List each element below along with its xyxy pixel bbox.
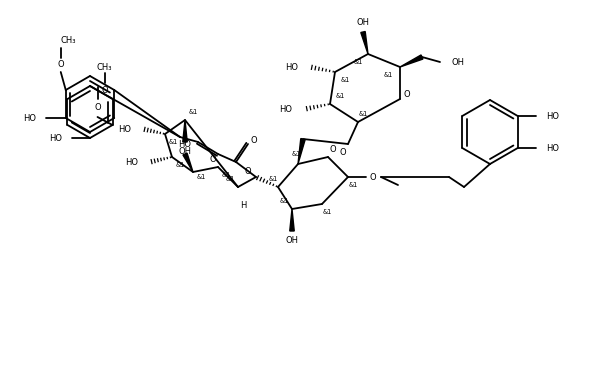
Text: &1: &1 xyxy=(268,176,278,182)
Text: &1: &1 xyxy=(168,139,178,145)
Text: O: O xyxy=(370,173,376,182)
Text: O: O xyxy=(101,86,108,94)
Text: OH: OH xyxy=(356,17,369,26)
Text: &1: &1 xyxy=(353,59,363,65)
Text: HO: HO xyxy=(23,113,36,122)
Text: HO: HO xyxy=(546,112,559,121)
Text: &1: &1 xyxy=(221,172,231,178)
Text: &1: &1 xyxy=(291,151,301,157)
Text: O: O xyxy=(209,154,217,164)
Text: &1: &1 xyxy=(196,174,206,180)
Text: &1: &1 xyxy=(225,176,235,182)
Text: CH₃: CH₃ xyxy=(97,62,112,71)
Text: &1: &1 xyxy=(335,93,345,99)
Text: &1: &1 xyxy=(348,182,358,188)
Text: CH₃: CH₃ xyxy=(60,35,76,45)
Text: HO: HO xyxy=(179,140,192,148)
Text: &1: &1 xyxy=(188,109,198,115)
Text: HO: HO xyxy=(285,62,298,71)
Text: O: O xyxy=(94,103,101,112)
Polygon shape xyxy=(183,120,187,142)
Text: O: O xyxy=(245,167,251,176)
Text: &1: &1 xyxy=(280,198,289,204)
Text: HO: HO xyxy=(125,157,138,167)
Text: H: H xyxy=(240,201,246,209)
Text: O: O xyxy=(57,60,64,68)
Text: HO: HO xyxy=(546,144,559,153)
Text: O: O xyxy=(340,148,346,157)
Polygon shape xyxy=(361,32,368,54)
Polygon shape xyxy=(290,209,294,231)
Polygon shape xyxy=(183,153,193,172)
Text: &1: &1 xyxy=(175,162,185,168)
Text: O: O xyxy=(330,144,336,154)
Text: &1: &1 xyxy=(340,77,350,83)
Text: &1: &1 xyxy=(384,72,392,78)
Text: OH: OH xyxy=(286,235,299,244)
Polygon shape xyxy=(298,138,305,164)
Text: HO: HO xyxy=(49,134,62,142)
Text: O: O xyxy=(404,90,410,99)
Text: HO: HO xyxy=(118,125,131,134)
Text: OH: OH xyxy=(452,58,465,67)
Text: &1: &1 xyxy=(322,209,332,215)
Text: &1: &1 xyxy=(358,111,368,117)
Text: HO: HO xyxy=(279,105,292,113)
Text: OH: OH xyxy=(179,147,192,155)
Polygon shape xyxy=(400,55,423,67)
Text: O: O xyxy=(251,135,257,144)
